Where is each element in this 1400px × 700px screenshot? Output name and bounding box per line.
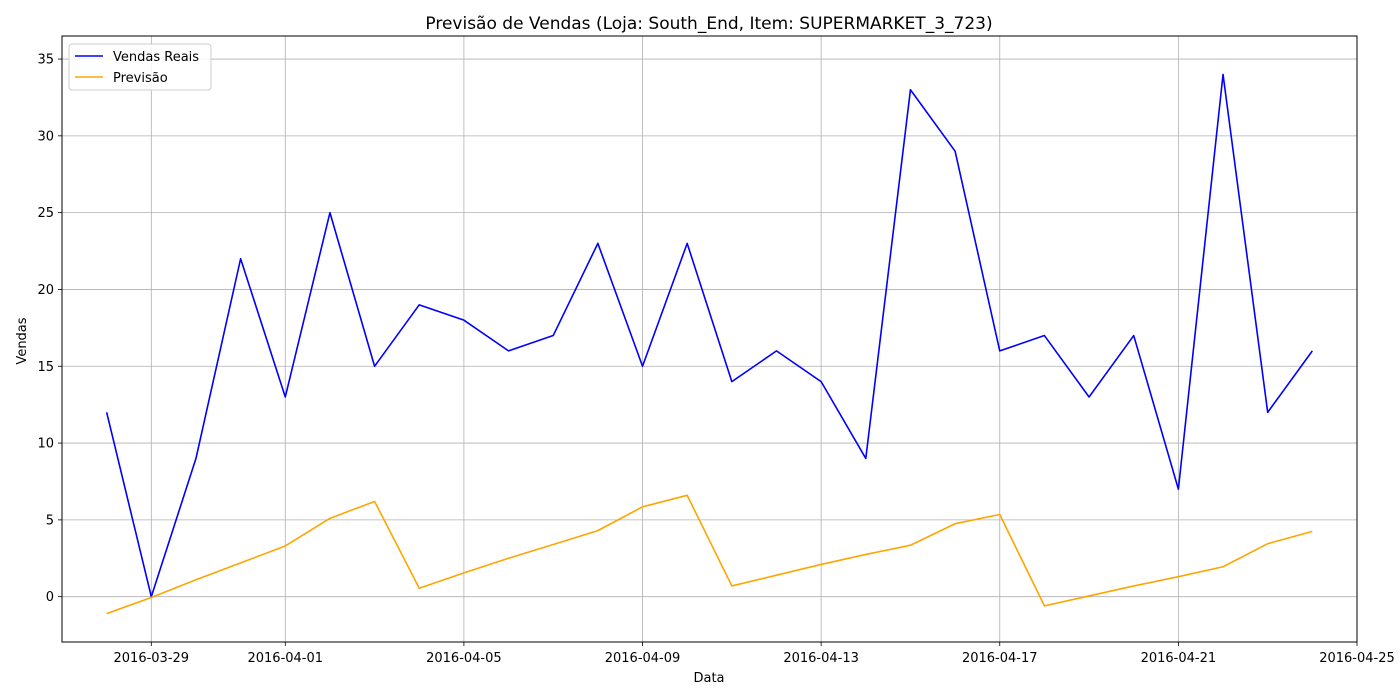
y-tick-label: 20 [37,283,54,298]
legend-label: Previsão [113,71,168,86]
x-tick-label: 2016-04-13 [783,651,859,666]
gridlines [62,36,1358,642]
x-tick-label: 2016-04-05 [426,651,502,666]
y-axis-label: Vendas [15,317,30,364]
x-axis-label: Data [693,671,724,686]
x-axis-ticks: 2016-03-29 2016-04-01 2016-04-05 2016-04-09… [114,642,1395,666]
y-tick-label: 30 [37,129,54,144]
y-tick-label: 10 [37,437,54,452]
x-tick-label: 2016-04-09 [605,651,681,666]
series-group [105,73,1313,615]
x-tick-label: 2016-04-01 [247,651,323,666]
legend-box [68,43,212,91]
x-tick-label: 2016-04-25 [1319,651,1395,666]
legend: Vendas Reais Previsão [68,43,212,91]
chart-title: Previsão de Vendas (Loja: South_End, Ite… [425,14,992,34]
y-axis-ticks: 0 5 10 15 20 25 30 35 [37,53,62,605]
legend-label: Vendas Reais [113,50,199,65]
series-line-vendas-reais [105,73,1313,598]
y-tick-label: 5 [46,513,54,528]
y-tick-label: 15 [37,360,54,375]
y-tick-label: 35 [37,53,54,68]
x-tick-label: 2016-04-17 [962,651,1038,666]
y-tick-label: 25 [37,206,54,221]
x-tick-label: 2016-04-21 [1141,651,1217,666]
x-tick-label: 2016-03-29 [114,651,190,666]
plot-frame [61,35,1358,643]
y-tick-label: 0 [46,590,54,605]
series-line-previsao [106,494,1313,615]
